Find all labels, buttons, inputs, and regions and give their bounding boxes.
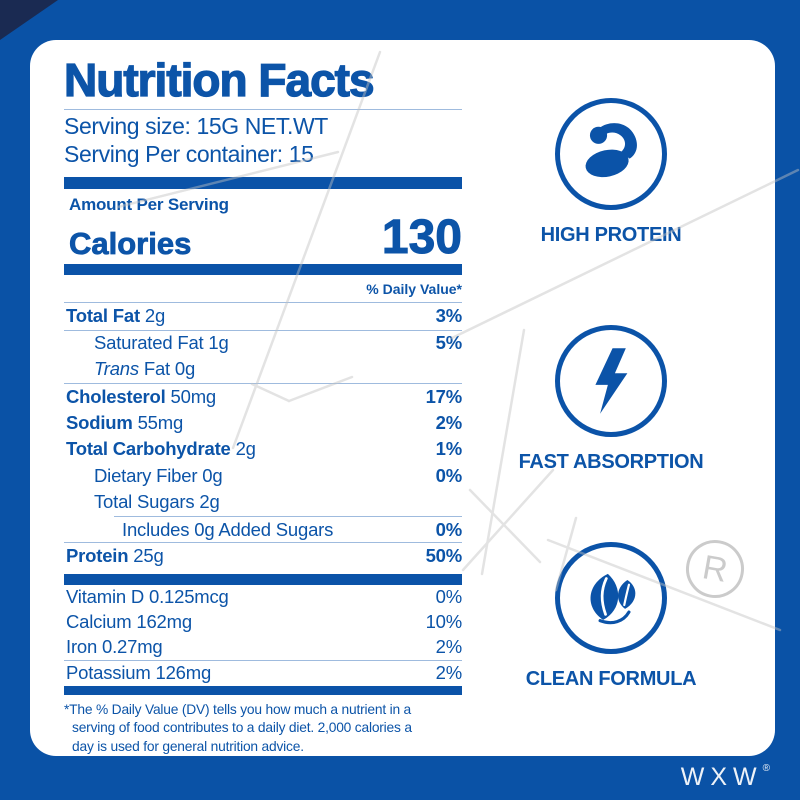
nutrient-value: 1% bbox=[435, 438, 463, 460]
nutrition-facts-title: Nutrition Facts bbox=[63, 54, 375, 106]
brand-logo: WXW® bbox=[681, 763, 770, 792]
nutrient-row: Saturated Fat 1g 5% bbox=[64, 329, 463, 357]
label-card: Nutrition Facts Serving size: 15G NET.WT… bbox=[30, 40, 775, 756]
nutrient-name: Includes 0g Added Sugars bbox=[122, 518, 334, 540]
footnote-line: *The % Daily Value (DV) tells you how mu… bbox=[64, 701, 412, 717]
nutrient-name: Sodium 55mg bbox=[66, 411, 184, 433]
bicep-icon bbox=[555, 98, 667, 210]
feature-caption: CLEAN FORMULA bbox=[525, 668, 697, 690]
micronutrient-row: Vitamin D 0.125mcg 0% bbox=[64, 585, 462, 610]
nutrient-row: Includes 0g Added Sugars 0% bbox=[114, 515, 463, 543]
nutrient-value: 0% bbox=[435, 518, 463, 540]
nutrient-row: Protein 25g 50% bbox=[64, 542, 462, 569]
serving-size: Serving size: 15G NET.WT bbox=[64, 113, 328, 140]
calories-row: Calories 130 bbox=[69, 211, 463, 265]
micronutrient-rows: Vitamin D 0.125mcg 0% Calcium 162mg 10% Iron… bbox=[64, 585, 462, 685]
feature-caption: FAST ABSORPTION bbox=[518, 451, 704, 473]
corner-accent bbox=[0, 0, 58, 40]
micronutrient-row: Iron 0.27mg 2% bbox=[64, 635, 462, 660]
nutrient-value: 0% bbox=[435, 464, 463, 486]
thick-divider-bottom bbox=[64, 685, 462, 695]
nutrient-row: Total Sugars 2g bbox=[64, 489, 462, 516]
calories-label: Calories bbox=[69, 225, 192, 261]
nutrient-name: Dietary Fiber 0g bbox=[94, 464, 223, 486]
feature-fast-absorption: FAST ABSORPTION bbox=[476, 325, 746, 474]
feature-caption: HIGH PROTEIN bbox=[540, 224, 682, 246]
nutrient-name: Cholesterol 50mg bbox=[66, 385, 216, 407]
nutrient-name: Total Sugars 2g bbox=[94, 491, 220, 513]
nutrient-value: 0% bbox=[435, 586, 463, 608]
nutrient-name: Potassium 126mg bbox=[66, 661, 212, 683]
thick-divider-protein bbox=[64, 573, 462, 585]
registered-mark: ® bbox=[762, 763, 770, 774]
daily-value-footnote: *The % Daily Value (DV) tells you how mu… bbox=[64, 701, 450, 756]
leaf-icon bbox=[555, 542, 667, 654]
nutrient-value: 50% bbox=[425, 545, 463, 567]
nutrient-rows: Total Fat 2g 3% Saturated Fat 1g 5% Trans Fa… bbox=[64, 303, 462, 569]
thick-divider-top bbox=[64, 176, 462, 189]
micronutrient-row: Potassium 126mg 2% bbox=[64, 659, 463, 685]
footnote-line: day is used for general nutrition advice… bbox=[72, 738, 304, 754]
daily-value-header: % Daily Value* bbox=[64, 275, 462, 303]
nutrient-value: 2% bbox=[435, 661, 463, 683]
nutrient-name: Trans Fat 0g bbox=[94, 358, 196, 380]
feature-clean-formula: CLEAN FORMULA bbox=[476, 542, 746, 691]
brand-name: WXW bbox=[680, 763, 763, 791]
micronutrient-row: Calcium 162mg 10% bbox=[64, 610, 462, 635]
nutrient-name: Total Fat 2g bbox=[66, 305, 166, 327]
servings-per-container: Serving Per container: 15 bbox=[64, 141, 314, 168]
lightning-icon bbox=[555, 325, 667, 437]
nutrient-name: Calcium 162mg bbox=[66, 611, 192, 633]
nutrient-value: 10% bbox=[425, 611, 463, 633]
nutrient-name: Total Carbohydrate 2g bbox=[66, 438, 256, 460]
footnote-line: serving of food contributes to a daily d… bbox=[72, 720, 412, 736]
calories-value: 130 bbox=[381, 211, 462, 265]
nutrient-name: Protein 25g bbox=[66, 545, 164, 567]
nutrient-name: Saturated Fat 1g bbox=[94, 332, 229, 354]
nutrient-name: Iron 0.27mg bbox=[66, 636, 163, 658]
feature-high-protein: HIGH PROTEIN bbox=[476, 98, 746, 247]
nutrient-row: Cholesterol 50mg 17% bbox=[64, 382, 463, 410]
thick-divider-calories bbox=[64, 263, 462, 275]
title-divider bbox=[64, 109, 462, 111]
nutrition-facts-panel: Nutrition Facts Serving size: 15G NET.WT… bbox=[63, 54, 463, 756]
nutrient-row: Dietary Fiber 0g 0% bbox=[64, 463, 462, 490]
nutrient-value: 5% bbox=[435, 332, 463, 354]
nutrient-value: 2% bbox=[435, 636, 463, 658]
nutrient-row: Total Carbohydrate 2g 1% bbox=[64, 436, 462, 463]
nutrient-value: 3% bbox=[435, 305, 463, 327]
nutrient-value: 2% bbox=[435, 411, 463, 433]
nutrient-row: Total Fat 2g 3% bbox=[64, 303, 462, 330]
nutrient-row: Trans Fat 0g bbox=[64, 356, 462, 383]
nutrient-value: 17% bbox=[425, 385, 463, 407]
nutrient-name: Vitamin D 0.125mcg bbox=[66, 586, 229, 608]
amount-per-serving-label: Amount Per Serving bbox=[69, 194, 229, 214]
watermark-letter: R bbox=[699, 547, 731, 590]
nutrient-row: Sodium 55mg 2% bbox=[64, 409, 462, 436]
